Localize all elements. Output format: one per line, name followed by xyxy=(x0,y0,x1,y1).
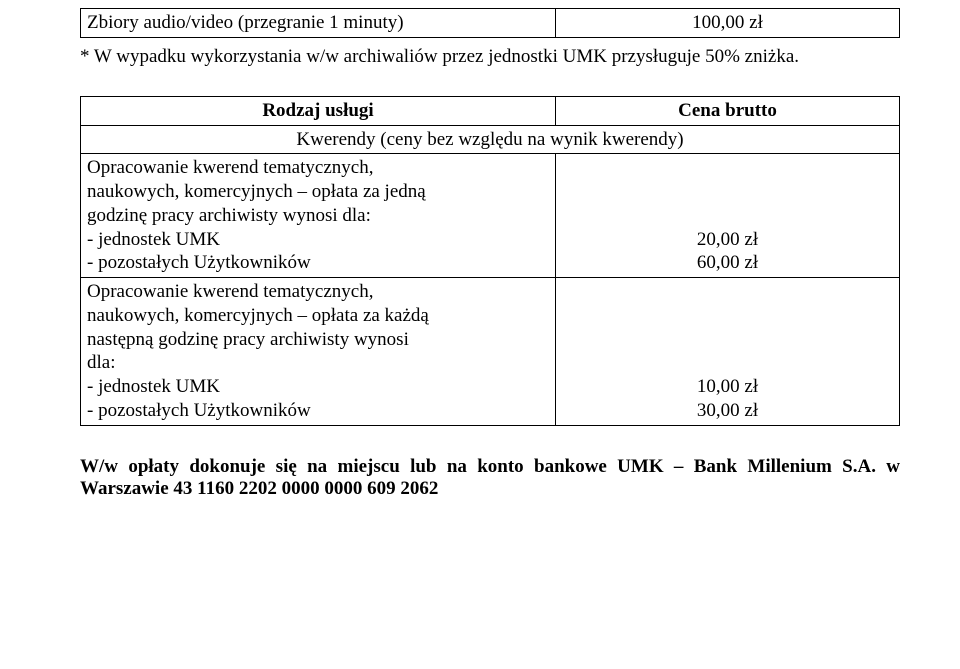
discount-note: * W wypadku wykorzystania w/w archiwalió… xyxy=(80,46,900,68)
header-price: Cena brutto xyxy=(556,96,900,125)
cell-service: Zbiory audio/video (przegranie 1 minuty) xyxy=(81,9,556,38)
cell-service: Opracowanie kwerend tematycznych, naukow… xyxy=(81,154,556,278)
cell-price: 100,00 zł xyxy=(556,9,900,38)
section-title: Kwerendy (ceny bez względu na wynik kwer… xyxy=(81,125,900,154)
cell-price: 20,00 zł 60,00 zł xyxy=(556,154,900,278)
cell-price: 10,00 zł 30,00 zł xyxy=(556,278,900,426)
pricing-table: Rodzaj usługi Cena brutto Kwerendy (ceny… xyxy=(80,96,900,426)
top-table: Zbiory audio/video (przegranie 1 minuty)… xyxy=(80,8,900,38)
table-header-row: Rodzaj usługi Cena brutto xyxy=(81,96,900,125)
table-row: Opracowanie kwerend tematycznych, naukow… xyxy=(81,278,900,426)
header-service: Rodzaj usługi xyxy=(81,96,556,125)
table-section-row: Kwerendy (ceny bez względu na wynik kwer… xyxy=(81,125,900,154)
table-row: Opracowanie kwerend tematycznych, naukow… xyxy=(81,154,900,278)
cell-service: Opracowanie kwerend tematycznych, naukow… xyxy=(81,278,556,426)
footer-note: W/w opłaty dokonuje się na miejscu lub n… xyxy=(80,456,900,500)
table-row: Zbiory audio/video (przegranie 1 minuty)… xyxy=(81,9,900,38)
